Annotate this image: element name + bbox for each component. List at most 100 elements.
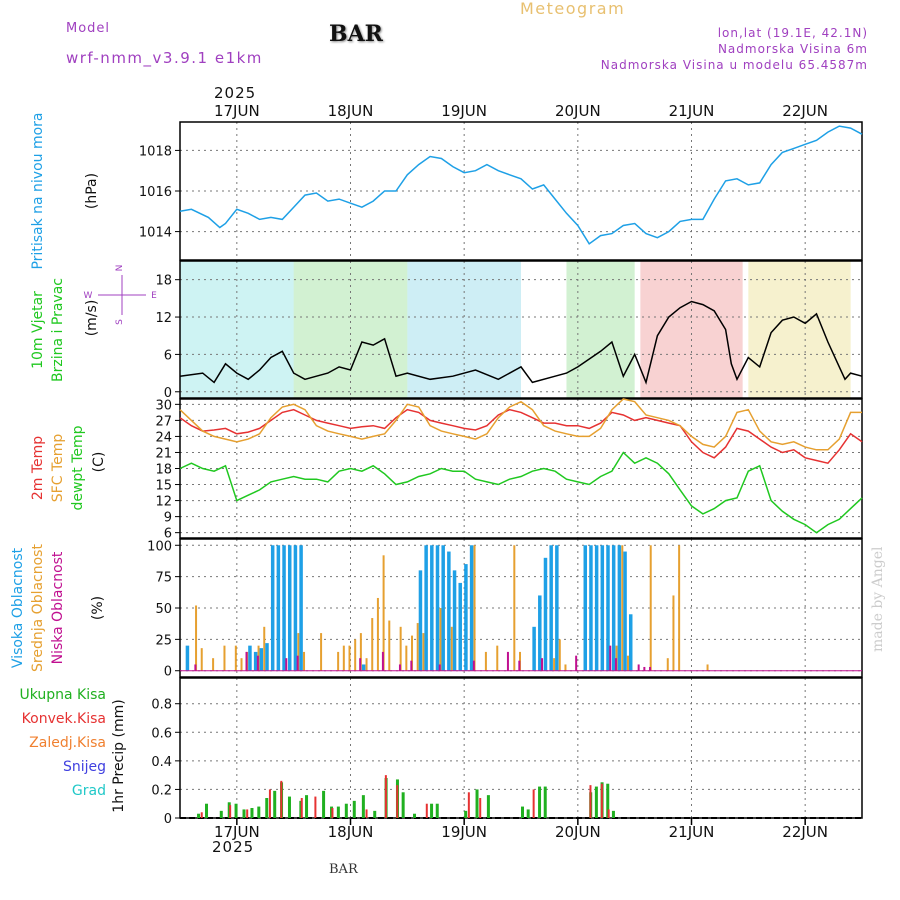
- panel-frame-wind: [179, 260, 863, 399]
- y-tick-label: 0.6: [151, 726, 172, 741]
- bar-visoka-oblacnost: [623, 551, 627, 671]
- bar-visoka-oblacnost: [628, 614, 633, 671]
- x-tick-label-top: 22JUN: [782, 102, 828, 120]
- bar-niska-oblacnost: [381, 651, 384, 671]
- series-line-speed: [179, 300, 863, 385]
- bar-niska-oblacnost: [643, 666, 646, 671]
- bar-ukupna-kisa: [273, 790, 277, 818]
- bar-srednja-oblacnost: [320, 633, 323, 671]
- bar-srednja-oblacnost: [564, 664, 567, 671]
- x-tick-label-top: 21JUN: [669, 102, 715, 120]
- x-tick-label-bottom: 18JUN: [328, 823, 374, 841]
- bar-niska-oblacnost: [637, 664, 640, 671]
- bar-ukupna-kisa: [287, 796, 291, 818]
- model-name: wrf-nmm_v3.9.1 e1km: [66, 49, 263, 67]
- precip-legend-item: Snijeg: [63, 759, 106, 775]
- bar-visoka-oblacnost: [185, 645, 190, 671]
- bar-ukupna-kisa: [265, 798, 269, 818]
- bar-srednja-oblacnost: [649, 545, 652, 671]
- bar-srednja-oblacnost: [240, 658, 243, 671]
- bar-ukupna-kisa: [435, 803, 439, 818]
- bar-niska-oblacnost: [410, 660, 413, 671]
- x-tick-label-top: 19JUN: [441, 102, 487, 120]
- bar-ukupna-kisa: [606, 783, 610, 818]
- bar-visoka-oblacnost: [549, 545, 553, 671]
- bar-konvek-kisa: [268, 789, 271, 818]
- bar-visoka-oblacnost: [458, 582, 462, 671]
- y-tick-label: 0.8: [151, 698, 172, 713]
- y-tick-label: 1016: [139, 185, 172, 200]
- precip-legend-item: Grad: [72, 783, 106, 799]
- precip-legend-item: Konvek.Kisa: [22, 711, 106, 727]
- bar-srednja-oblacnost: [558, 639, 561, 671]
- bar-ukupna-kisa: [234, 803, 238, 818]
- station-title: BAR: [329, 21, 383, 47]
- y-tick-label: 50: [155, 602, 172, 617]
- bar-visoka-oblacnost: [361, 664, 366, 671]
- bar-srednja-oblacnost: [422, 633, 425, 671]
- series-line-sfc-temp: [179, 398, 862, 451]
- wind-sub-label: Brzina i Pravac: [50, 278, 66, 382]
- x-tick-label-top: 17JUN: [214, 102, 260, 120]
- bar-srednja-oblacnost: [405, 645, 408, 671]
- bar-ukupna-kisa: [322, 790, 326, 818]
- bar-visoka-oblacnost: [424, 545, 428, 671]
- bar-konvek-kisa: [314, 796, 317, 818]
- y-tick-label: 18: [155, 463, 172, 478]
- bar-niska-oblacnost: [245, 651, 248, 671]
- bar-konvek-kisa: [331, 808, 334, 818]
- bar-konvek-kisa: [607, 809, 610, 818]
- bar-niska-oblacnost: [506, 651, 509, 671]
- bar-visoka-oblacnost: [611, 545, 616, 671]
- bar-srednja-oblacnost: [388, 620, 391, 671]
- bar-konvek-kisa: [532, 789, 535, 818]
- bar-srednja-oblacnost: [626, 655, 629, 671]
- bar-visoka-oblacnost: [265, 643, 269, 671]
- bar-ukupna-kisa: [526, 809, 530, 818]
- y-tick-label: 12: [155, 495, 172, 510]
- bar-srednja-oblacnost: [212, 658, 215, 671]
- bar-visoka-oblacnost: [248, 645, 252, 671]
- bar-konvek-kisa: [200, 812, 203, 818]
- bar-konvek-kisa: [384, 775, 387, 818]
- bar-konvek-kisa: [589, 785, 592, 818]
- wind-field-band: [748, 261, 851, 398]
- y-tick-label: 24: [155, 430, 172, 445]
- bar-srednja-oblacnost: [348, 645, 351, 671]
- bar-srednja-oblacnost: [484, 651, 487, 671]
- y-tick-label: 0: [164, 665, 172, 680]
- y-tick-label: 18: [155, 274, 172, 289]
- bar-srednja-oblacnost: [450, 626, 453, 671]
- bar-konvek-kisa: [600, 783, 603, 818]
- bar-niska-oblacnost: [194, 664, 197, 671]
- bar-visoka-oblacnost: [555, 545, 559, 671]
- bar-ukupna-kisa: [413, 813, 417, 818]
- y-tick-label: 9: [164, 511, 172, 526]
- y-tick-label: 27: [155, 414, 172, 429]
- bar-srednja-oblacnost: [354, 639, 357, 671]
- bar-visoka-oblacnost: [538, 595, 542, 671]
- bar-konvek-kisa: [425, 803, 428, 818]
- bar-srednja-oblacnost: [359, 633, 362, 671]
- bar-visoka-oblacnost: [259, 648, 264, 671]
- precip-axis-label: 1hr Precip (mm): [111, 699, 127, 812]
- panel-frame-pressure: [179, 121, 863, 261]
- temp-2m-label: 2m Temp: [30, 436, 46, 500]
- bar-srednja-oblacnost: [411, 635, 414, 671]
- model-elevation-text: Nadmorska Visina u modelu 65.4587m: [600, 58, 868, 72]
- bar-srednja-oblacnost: [337, 651, 340, 671]
- bar-konvek-kisa: [479, 798, 482, 818]
- bar-srednja-oblacnost: [223, 645, 226, 671]
- bar-konvek-kisa: [467, 792, 470, 818]
- compass-e: E: [151, 291, 157, 301]
- bar-visoka-oblacnost: [589, 545, 593, 671]
- bar-visoka-oblacnost: [276, 545, 281, 671]
- x-tick-label-bottom: 21JUN: [669, 823, 715, 841]
- bar-ukupna-kisa: [361, 795, 365, 818]
- bar-niska-oblacnost: [541, 658, 544, 671]
- precip-legend-item: Zaledj.Kisa: [29, 735, 106, 751]
- precip-legend-item: Ukupna Kisa: [19, 687, 106, 703]
- bar-visoka-oblacnost: [469, 545, 474, 671]
- bar-ukupna-kisa: [594, 786, 598, 818]
